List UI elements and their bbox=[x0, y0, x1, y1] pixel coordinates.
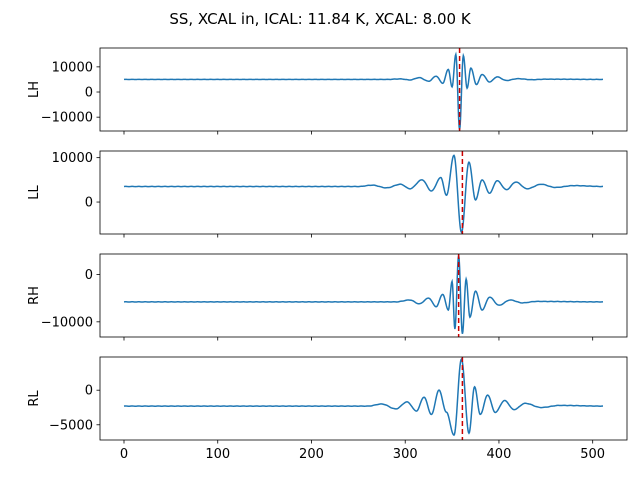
axes-frame bbox=[99, 47, 628, 132]
axes-frame bbox=[99, 356, 628, 441]
y-axis-label: RH bbox=[27, 286, 42, 305]
panel-rl: −5000 0 0 100 200 300 400 500 RL bbox=[27, 356, 628, 462]
x-tick-label: 200 bbox=[299, 447, 324, 462]
panel-lh: −10000 0 10000 LH bbox=[27, 47, 628, 135]
y-tick-label: −10000 bbox=[41, 111, 93, 126]
y-tick-label: −10000 bbox=[41, 315, 93, 330]
x-tick-label: 100 bbox=[205, 447, 230, 462]
y-tick-label: −5000 bbox=[49, 418, 93, 433]
axes-frame bbox=[99, 253, 628, 338]
x-tick-label: 500 bbox=[580, 447, 605, 462]
series-line-ll bbox=[123, 154, 604, 234]
series-line-lh bbox=[123, 51, 604, 130]
y-tick-label: 10000 bbox=[52, 60, 93, 75]
axes-frame bbox=[99, 150, 628, 235]
y-tick-label: 10000 bbox=[52, 151, 93, 166]
figure-title: SS, XCAL in, ICAL: 11.84 K, XCAL: 8.00 K bbox=[169, 10, 472, 28]
x-tick-label: 300 bbox=[393, 447, 418, 462]
panel-rh: −10000 0 RH bbox=[27, 253, 628, 341]
y-tick-label: 0 bbox=[85, 268, 93, 283]
y-axis-label: LL bbox=[27, 185, 42, 200]
y-axis-label: LH bbox=[27, 81, 42, 98]
series-line-rl bbox=[123, 357, 604, 437]
x-tick-label: 0 bbox=[120, 447, 128, 462]
y-tick-label: 0 bbox=[85, 384, 93, 399]
y-axis-label: RL bbox=[27, 390, 42, 407]
x-tick-label: 400 bbox=[487, 447, 512, 462]
panel-ll: 0 10000 LL bbox=[27, 150, 628, 238]
series-line-rh bbox=[123, 255, 604, 334]
y-tick-label: 0 bbox=[85, 196, 93, 211]
y-tick-label: 0 bbox=[85, 86, 93, 101]
